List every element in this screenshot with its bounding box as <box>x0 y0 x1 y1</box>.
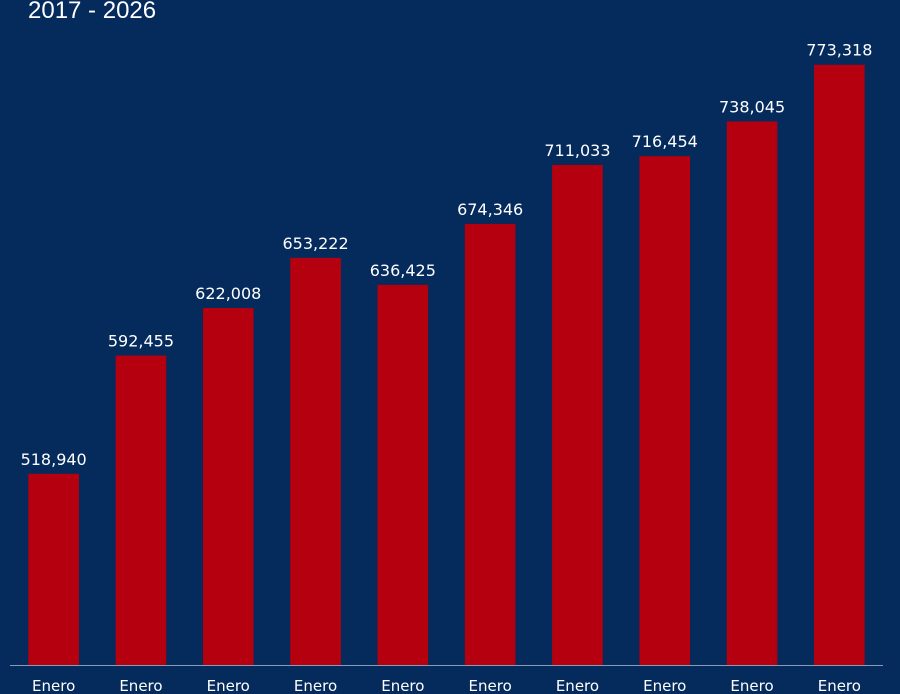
x-tick-label: Enero <box>556 677 599 694</box>
x-tick-label: Enero <box>643 677 686 694</box>
value-label: 773,318 <box>806 41 872 60</box>
value-label: 716,454 <box>632 132 698 151</box>
bar <box>290 257 341 665</box>
chart-title: 2017 - 2026 <box>28 0 156 24</box>
x-tick-label: Enero <box>818 677 861 694</box>
x-tick-label: Enero <box>469 677 512 694</box>
bar <box>202 308 254 665</box>
bar <box>115 355 167 665</box>
bar <box>639 156 691 665</box>
x-tick-label: Enero <box>730 677 773 694</box>
bar <box>552 164 603 666</box>
value-label: 674,346 <box>457 200 523 219</box>
value-label: 653,222 <box>282 234 348 253</box>
value-label: 636,425 <box>370 261 436 280</box>
x-tick-label: Enero <box>119 677 162 694</box>
value-label: 711,033 <box>544 141 610 160</box>
x-tick-label: Enero <box>294 677 337 694</box>
x-tick-label: Enero <box>381 677 424 694</box>
x-tick-label: Enero <box>207 677 250 694</box>
value-label: 518,940 <box>21 450 87 469</box>
bar <box>377 284 429 665</box>
value-label: 738,045 <box>719 97 785 116</box>
x-tick-label: Enero <box>32 677 75 694</box>
bar <box>28 473 79 665</box>
value-label: 592,455 <box>108 332 174 351</box>
bar <box>814 64 865 665</box>
value-label: 622,008 <box>195 284 261 303</box>
bar <box>464 223 516 666</box>
bar <box>726 121 778 665</box>
